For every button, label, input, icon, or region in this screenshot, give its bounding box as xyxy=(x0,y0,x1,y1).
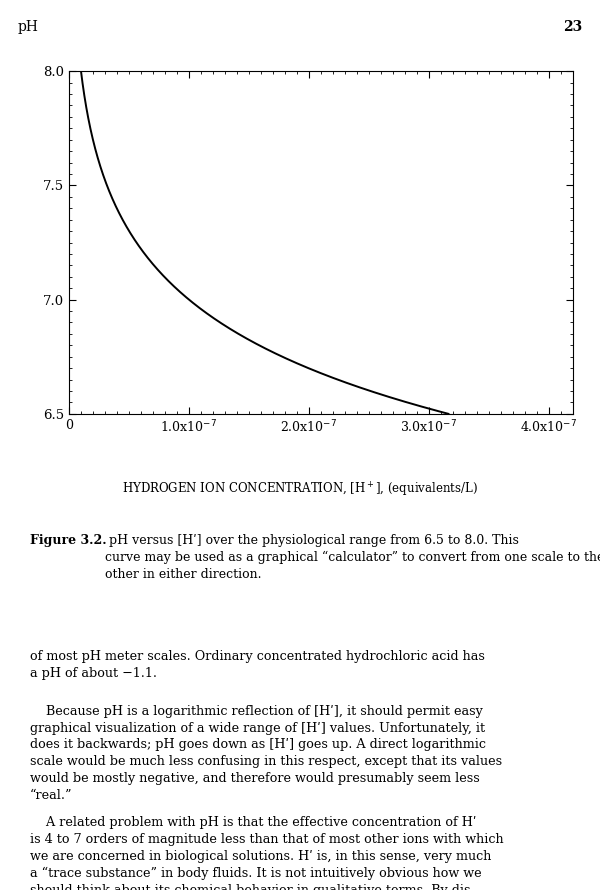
Text: HYDROGEN ION CONCENTRATION, [H$^+$], (equivalents/L): HYDROGEN ION CONCENTRATION, [H$^+$], (eq… xyxy=(122,481,478,499)
Text: Figure 3.2.: Figure 3.2. xyxy=(30,534,107,547)
Text: Because pH is a logarithmic reflection of [Hʹ], it should permit easy
graphical : Because pH is a logarithmic reflection o… xyxy=(30,705,502,802)
Text: pH versus [Hʹ] over the physiological range from 6.5 to 8.0. This
curve may be u: pH versus [Hʹ] over the physiological ra… xyxy=(105,534,600,581)
Text: of most pH meter scales. Ordinary concentrated hydrochloric acid has
a pH of abo: of most pH meter scales. Ordinary concen… xyxy=(30,650,485,679)
Text: A related problem with pH is that the effective concentration of Hʹ
is 4 to 7 or: A related problem with pH is that the ef… xyxy=(30,816,504,890)
Text: 23: 23 xyxy=(563,20,582,34)
Text: pH: pH xyxy=(18,20,39,34)
